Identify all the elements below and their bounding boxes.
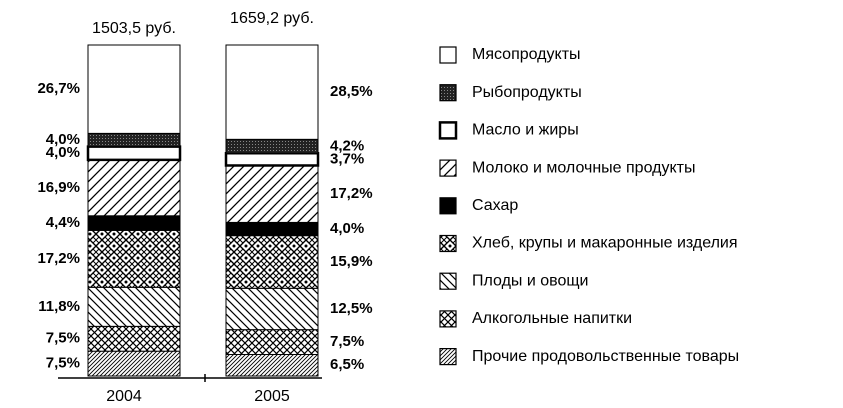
legend-label: Плоды и овощи <box>472 272 588 289</box>
bar-total: 1659,2 руб. <box>230 10 314 27</box>
legend-swatch <box>439 348 457 366</box>
value-label: 4,0% <box>46 144 80 161</box>
legend-label: Молоко и молочные продукты <box>472 159 695 176</box>
value-label: 28,5% <box>330 83 373 100</box>
value-label: 4,4% <box>46 214 80 231</box>
x-tick-label: 2004 <box>106 388 142 405</box>
bar-segment <box>225 235 319 289</box>
legend-swatch <box>438 121 458 140</box>
value-label: 4,0% <box>46 131 80 148</box>
bar-segment <box>87 229 181 288</box>
legend-swatch <box>439 159 457 177</box>
x-tick-label: 2005 <box>254 388 290 405</box>
value-label: 3,7% <box>330 150 364 167</box>
legend-swatch <box>439 272 457 290</box>
value-label: 26,7% <box>37 80 80 97</box>
legend-swatch <box>439 234 457 253</box>
legend-label: Масло и жиры <box>472 122 579 139</box>
value-label: 7,5% <box>330 333 364 350</box>
bar-segment <box>225 353 319 377</box>
value-label: 7,5% <box>46 330 80 347</box>
value-label: 16,9% <box>37 179 80 196</box>
value-label: 4,2% <box>330 137 364 154</box>
bar-segment <box>225 138 319 154</box>
legend-label: Хлеб, крупы и макаронные изделия <box>472 235 738 252</box>
value-label: 17,2% <box>330 185 373 202</box>
bar-segment <box>87 325 181 352</box>
legend-label: Мясопродукты <box>472 46 581 63</box>
bar-total: 1503,5 руб. <box>92 20 176 37</box>
bar-segment <box>87 159 181 217</box>
legend-label: Рыбопродукты <box>472 84 582 101</box>
value-label: 4,0% <box>330 220 364 237</box>
bar-segment <box>225 329 319 355</box>
bar-segment <box>87 44 181 134</box>
legend-label: Сахар <box>472 197 518 214</box>
bar-segment <box>87 286 181 327</box>
value-label: 7,5% <box>46 355 80 372</box>
bar-segment <box>225 44 319 140</box>
value-label: 15,9% <box>330 253 373 270</box>
legend-swatch <box>439 197 457 215</box>
bar-segment <box>87 132 181 148</box>
legend-label: Прочие продовольственные товары <box>472 348 739 365</box>
value-label: 11,8% <box>38 298 80 315</box>
legend-label: Алкогольные напитки <box>472 310 632 327</box>
value-label: 12,5% <box>330 300 373 317</box>
value-label: 17,2% <box>37 250 80 267</box>
bar-segment <box>87 350 181 377</box>
legend-swatch <box>439 84 457 102</box>
bar-segment <box>87 215 181 231</box>
bar-segment <box>86 145 182 162</box>
legend-swatch <box>439 310 457 328</box>
bar-segment <box>225 221 319 237</box>
bar-segment <box>224 151 320 167</box>
bar-segment <box>225 164 319 223</box>
legend-swatch <box>439 46 457 64</box>
value-label: 6,5% <box>330 356 364 373</box>
bar-segment <box>225 287 319 331</box>
